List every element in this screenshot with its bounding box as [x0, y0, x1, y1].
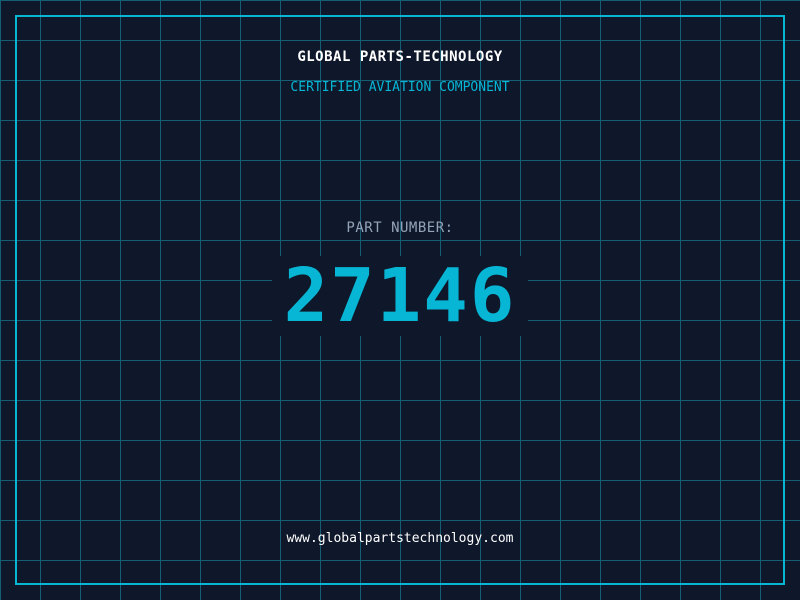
company-title: GLOBAL PARTS-TECHNOLOGY [297, 49, 503, 65]
border-frame [15, 15, 785, 585]
part-number-display: 27146 [0, 256, 800, 336]
website-url: www.globalpartstechnology.com [286, 531, 514, 546]
part-number-label: PART NUMBER: [346, 220, 454, 236]
certification-subtitle: CERTIFIED AVIATION COMPONENT [290, 80, 510, 95]
part-number-value: 27146 [271, 256, 529, 336]
